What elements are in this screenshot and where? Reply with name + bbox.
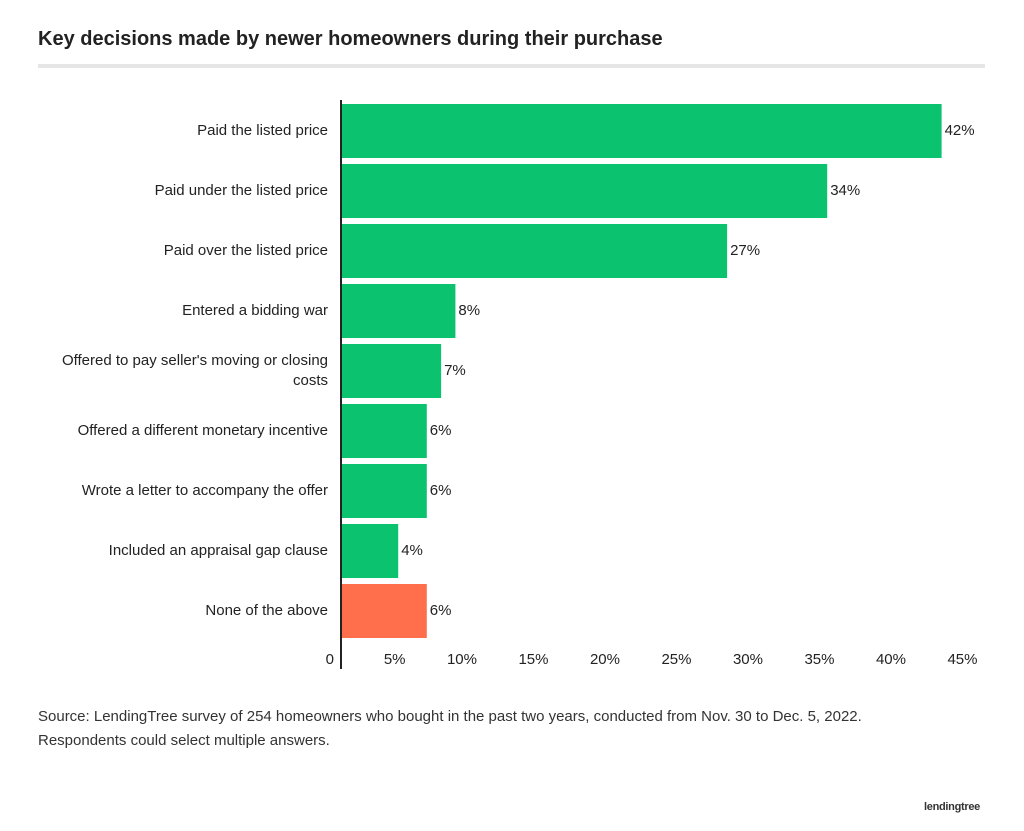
value-label: 6% [430,482,452,499]
brand-logo: lendingtree [924,801,980,813]
bar [341,524,399,578]
bar [341,344,442,398]
x-tick-label: 40% [876,651,906,668]
chart-title: Key decisions made by newer homeowners d… [38,28,663,50]
x-tick-label: 30% [733,651,763,668]
category-label: Wrote a letter to accompany the offer [81,482,328,499]
bar [341,284,456,338]
x-tick-label: 5% [384,651,406,668]
category-label: Offered a different monetary incentive [77,422,328,439]
bar [341,164,828,218]
category-label: Paid over the listed price [163,242,328,259]
source-note: Respondents could select multiple answer… [38,732,330,749]
x-tick-label: 0 [326,651,334,668]
category-label: Entered a bidding war [182,302,328,319]
value-label: 6% [430,422,452,439]
category-label: Paid the listed price [197,122,328,139]
bar [341,404,427,458]
title-rule [38,64,985,68]
value-label: 7% [444,362,466,379]
bar [341,464,427,518]
source-note: Source: LendingTree survey of 254 homeow… [38,708,862,725]
x-tick-label: 20% [590,651,620,668]
x-tick-label: 45% [947,651,977,668]
x-tick-label: 10% [447,651,477,668]
value-label: 42% [945,122,975,139]
bar [341,224,728,278]
category-label: None of the above [205,602,328,619]
category-label: Paid under the listed price [154,182,328,199]
value-label: 27% [730,242,760,259]
category-label: Offered to pay seller's moving or closin… [61,352,328,389]
category-label: Included an appraisal gap clause [108,542,328,559]
x-tick-label: 15% [518,651,548,668]
bar [341,584,427,638]
x-tick-label: 35% [804,651,834,668]
x-tick-label: 25% [661,651,691,668]
value-label: 6% [430,602,452,619]
value-label: 34% [830,182,860,199]
bar [341,104,942,158]
value-label: 4% [401,542,423,559]
value-label: 8% [458,302,480,319]
